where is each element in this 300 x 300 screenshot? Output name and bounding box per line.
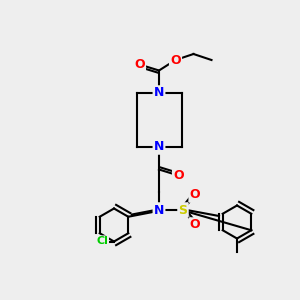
Text: O: O bbox=[134, 58, 145, 71]
Text: O: O bbox=[173, 169, 184, 182]
Text: O: O bbox=[190, 218, 200, 232]
Text: N: N bbox=[154, 86, 164, 100]
Text: S: S bbox=[178, 203, 188, 217]
Text: N: N bbox=[154, 140, 164, 154]
Text: N: N bbox=[154, 203, 164, 217]
Text: O: O bbox=[170, 53, 181, 67]
Text: O: O bbox=[190, 188, 200, 202]
Text: Cl: Cl bbox=[96, 236, 108, 247]
